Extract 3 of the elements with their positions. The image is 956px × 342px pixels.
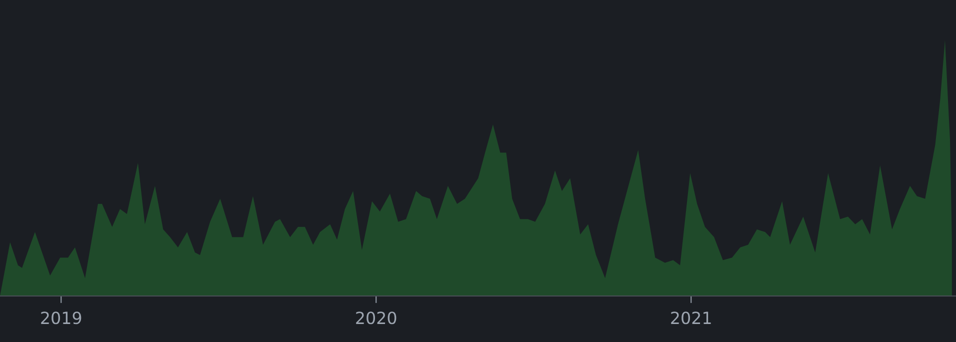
x-tick-label: 2020 <box>356 312 396 324</box>
x-tick-label: 2019 <box>41 312 82 324</box>
x-tick-label: 2021 <box>671 312 711 324</box>
